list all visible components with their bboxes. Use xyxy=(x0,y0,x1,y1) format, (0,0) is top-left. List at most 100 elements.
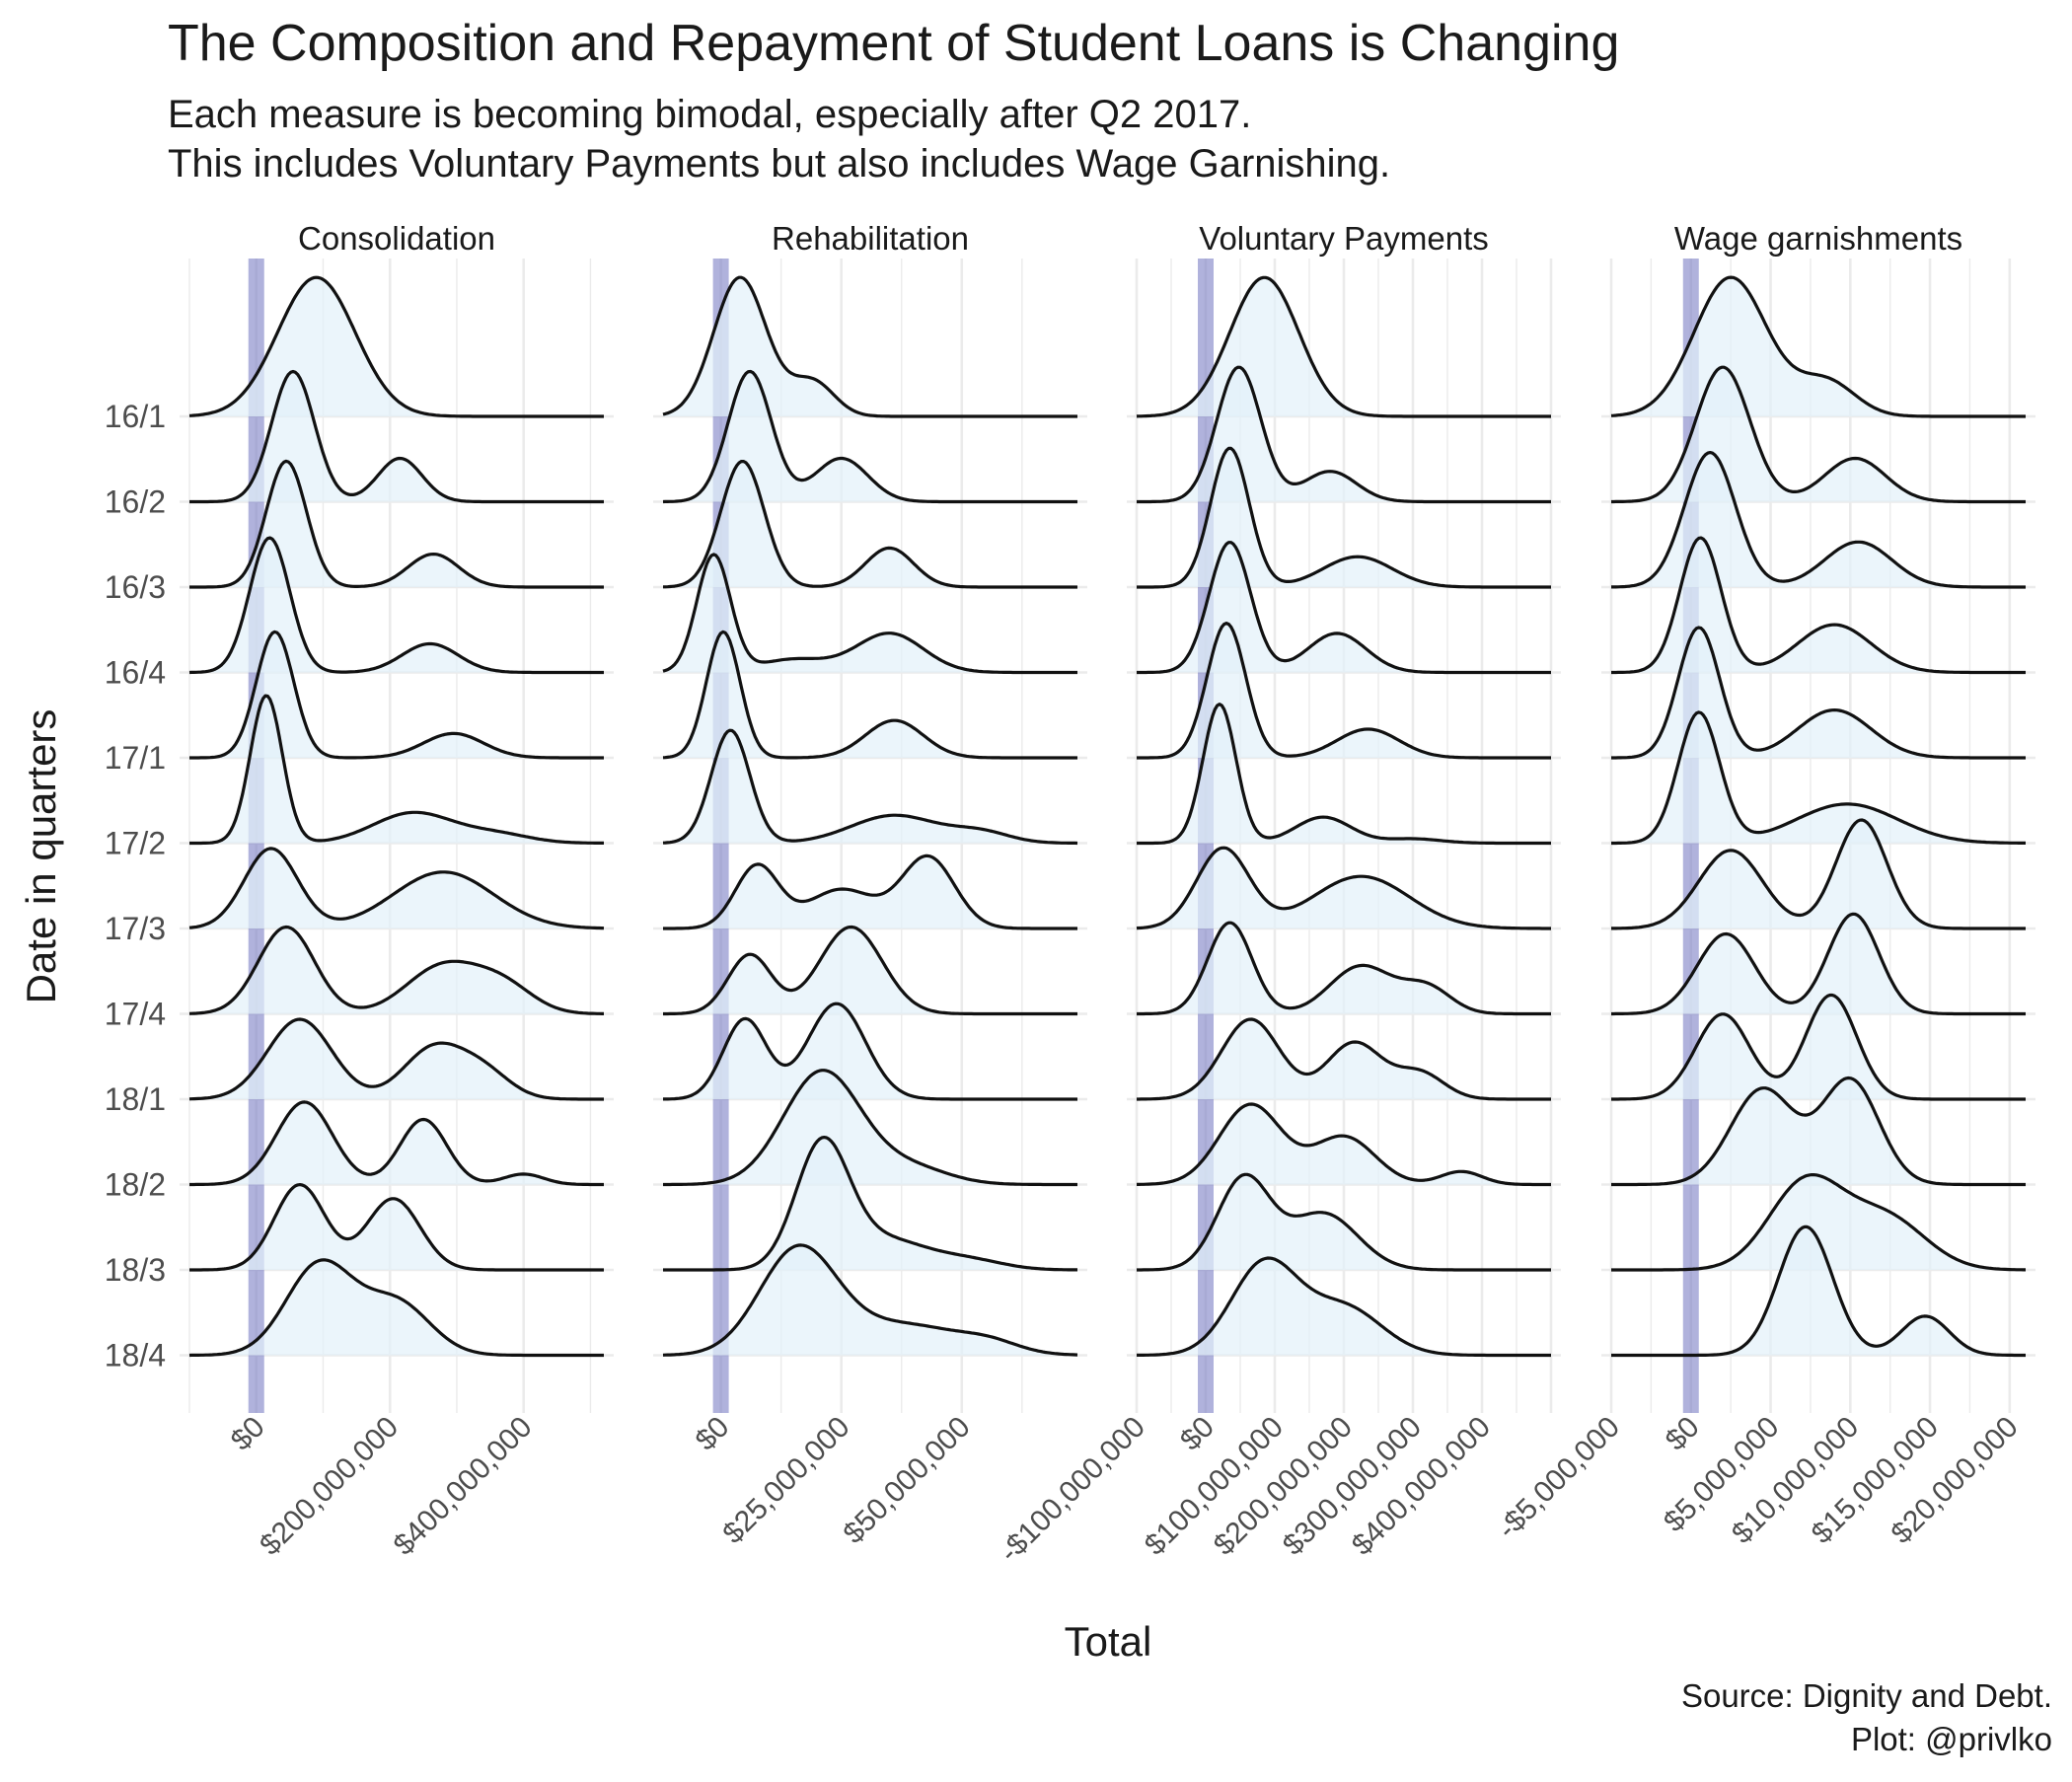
y-tick-label: 17/4 xyxy=(105,997,166,1032)
facet-label-voluntary-payments: Voluntary Payments xyxy=(1199,220,1489,257)
ridge-voluntary-payments-18-3 xyxy=(1137,1172,1551,1272)
ridge-consolidation-17-1 xyxy=(189,630,604,760)
ridge-rehabilitation-18-4 xyxy=(662,1243,1078,1357)
ridge-rehabilitation-17-1 xyxy=(662,630,1077,760)
ridge-line xyxy=(1137,446,1551,589)
ridge-fill xyxy=(1611,628,2026,758)
x-tick-label: $50,000,000 xyxy=(837,1411,976,1550)
ridge-consolidation-16-4 xyxy=(188,536,604,675)
y-tick-label: 16/1 xyxy=(105,399,166,434)
ridge-wage-garnishments-18-2 xyxy=(1611,1076,2026,1187)
ridge-line xyxy=(662,728,1078,846)
y-tick-label: 16/3 xyxy=(105,569,166,605)
ridge-fill xyxy=(1137,1104,1551,1185)
ridge-fill xyxy=(1137,848,1551,928)
ridge-line xyxy=(189,459,604,589)
ridge-fill xyxy=(1611,452,2026,587)
ridge-line xyxy=(188,1017,604,1101)
ridge-fill xyxy=(1137,448,1551,587)
ridge-fill xyxy=(1137,1174,1551,1270)
ridge-voluntary-payments-17-3 xyxy=(1136,846,1551,930)
ridge-line xyxy=(1137,365,1551,504)
x-tick-label: $0 xyxy=(690,1411,736,1457)
y-tick-label: 17/1 xyxy=(105,740,166,776)
chart-subtitle-line-1: Each measure is becoming bimodal, especi… xyxy=(168,93,1252,136)
ridge-rehabilitation-16-1 xyxy=(662,275,1077,418)
facet-label-rehabilitation: Rehabilitation xyxy=(772,220,969,257)
ridge-rehabilitation-17-4 xyxy=(663,925,1077,1016)
ridge-line xyxy=(1611,536,2026,675)
ridge-rehabilitation-18-3 xyxy=(663,1136,1077,1272)
ridge-fill xyxy=(1137,542,1551,673)
ridge-fill xyxy=(189,848,604,928)
ridge-line xyxy=(189,1100,604,1187)
x-tick-label: $200,000,000 xyxy=(254,1411,405,1562)
ridge-line xyxy=(663,1136,1077,1272)
ridge-wage-garnishments-17-1 xyxy=(1611,626,2026,760)
ridge-fill xyxy=(1611,1174,2026,1270)
ridge-wage-garnishments-17-2 xyxy=(1611,710,2026,846)
ridge-line xyxy=(1611,818,2026,930)
chart-subtitle-line-2: This includes Voluntary Payments but als… xyxy=(168,142,1391,186)
ridge-line xyxy=(189,694,604,846)
x-axis-title: Total xyxy=(1065,1618,1152,1665)
ridge-fill xyxy=(1137,704,1551,844)
ridge-fill xyxy=(663,1137,1077,1270)
ridge-line xyxy=(1137,1256,1551,1358)
ridge-consolidation-18-4 xyxy=(188,1258,604,1358)
ridge-line xyxy=(189,630,604,760)
ridge-fill xyxy=(663,1244,1077,1356)
ridge-line xyxy=(1136,275,1551,418)
ridge-fill xyxy=(1611,1226,2026,1356)
ridge-line xyxy=(1136,846,1551,930)
ridge-wage-garnishments-18-4 xyxy=(1611,1225,2026,1358)
ridge-rehabilitation-18-1 xyxy=(663,1002,1077,1101)
x-tick-label: $25,000,000 xyxy=(716,1411,855,1550)
ridge-consolidation-16-3 xyxy=(189,459,604,589)
ridge-fill xyxy=(189,461,604,587)
ridge-line xyxy=(662,630,1077,760)
ridge-voluntary-payments-17-2 xyxy=(1137,703,1551,846)
ridge-voluntary-payments-17-1 xyxy=(1137,622,1551,760)
x-tick-label: -$100,000,000 xyxy=(994,1411,1151,1569)
y-tick-label: 18/4 xyxy=(105,1338,166,1374)
ridge-line xyxy=(1611,1076,2026,1187)
x-tick-label: $0 xyxy=(1174,1411,1221,1457)
ridge-line xyxy=(1137,541,1551,675)
ridge-wage-garnishments-17-4 xyxy=(1611,912,2026,1016)
ridge-fill xyxy=(1611,277,2026,416)
ridge-line xyxy=(1137,703,1551,846)
ridge-rehabilitation-16-4 xyxy=(662,553,1077,675)
ridge-wage-garnishments-16-1 xyxy=(1610,275,2026,418)
ridge-fill xyxy=(189,1101,604,1185)
ridge-fill xyxy=(663,855,1077,928)
ridge-line xyxy=(662,369,1077,504)
y-tick-label: 17/2 xyxy=(105,826,166,861)
ridge-wage-garnishments-18-1 xyxy=(1611,993,2026,1101)
ridge-fill xyxy=(1611,995,2026,1099)
ridge-line xyxy=(1611,365,2026,504)
ridge-line xyxy=(188,847,605,930)
ridge-line xyxy=(662,553,1077,675)
x-tick-label: -$5,000,000 xyxy=(1491,1411,1626,1546)
ridge-fill xyxy=(663,371,1077,502)
ridge-fill xyxy=(663,277,1077,416)
ridge-line xyxy=(188,1258,604,1358)
ridge-line xyxy=(1137,1017,1551,1101)
y-tick-label: 18/2 xyxy=(105,1167,166,1203)
ridge-line xyxy=(663,854,1077,930)
ridge-line xyxy=(189,369,604,504)
ridge-fill xyxy=(663,1070,1077,1185)
ridge-rehabilitation-17-2 xyxy=(662,728,1078,846)
ridge-fill xyxy=(663,461,1077,587)
ridge-voluntary-payments-18-2 xyxy=(1137,1102,1551,1187)
ridge-line xyxy=(663,925,1077,1016)
ridge-line xyxy=(1137,921,1551,1016)
ridge-fill xyxy=(1137,1019,1551,1099)
ridge-fill xyxy=(663,927,1077,1014)
caption-credit: Plot: @privlko xyxy=(1850,1721,2052,1757)
y-tick-label: 18/3 xyxy=(105,1252,166,1288)
ridge-wage-garnishments-17-3 xyxy=(1611,818,2026,930)
ridge-line xyxy=(1611,993,2026,1101)
